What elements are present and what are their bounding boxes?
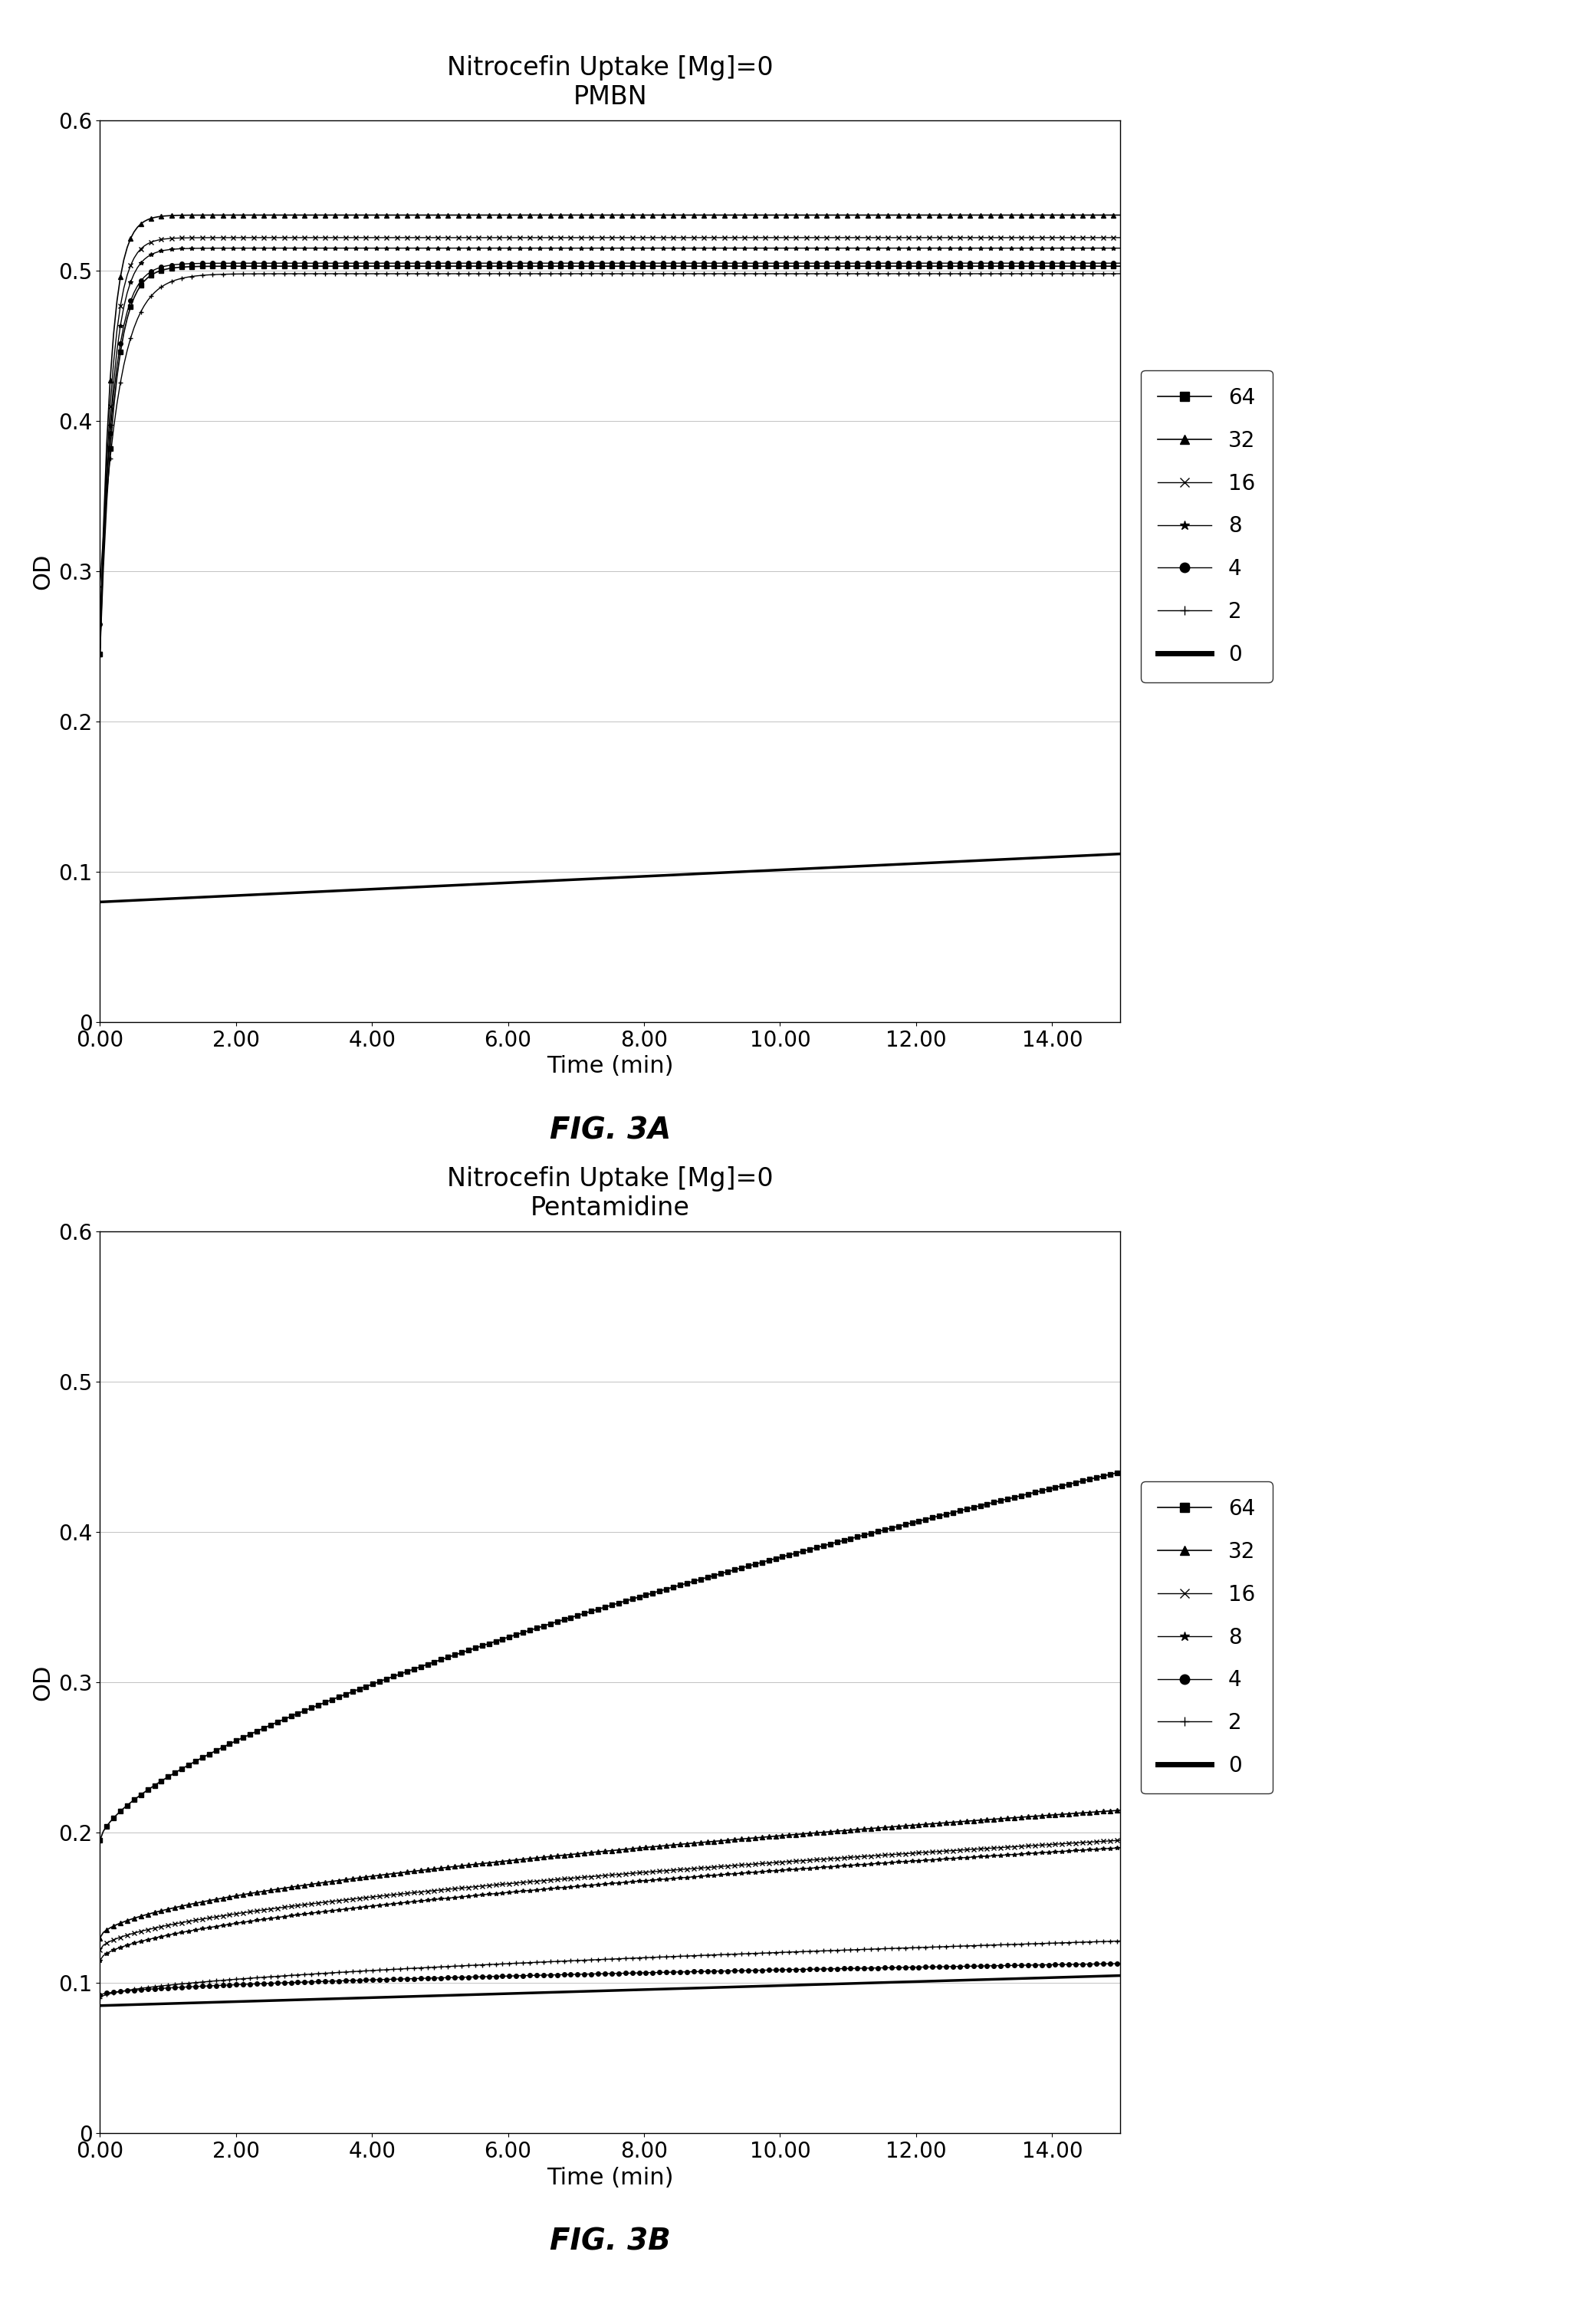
Text: FIG. 3B: FIG. 3B	[549, 2226, 671, 2257]
X-axis label: Time (min): Time (min)	[546, 2166, 674, 2189]
X-axis label: Time (min): Time (min)	[546, 1055, 674, 1078]
Title: Nitrocefin Uptake [Mg]=0
PMBN: Nitrocefin Uptake [Mg]=0 PMBN	[447, 56, 773, 109]
Y-axis label: OD: OD	[31, 1664, 54, 1701]
Legend: 64, 32, 16, 8, 4, 2, 0: 64, 32, 16, 8, 4, 2, 0	[1141, 370, 1272, 683]
Legend: 64, 32, 16, 8, 4, 2, 0: 64, 32, 16, 8, 4, 2, 0	[1141, 1480, 1272, 1794]
Y-axis label: OD: OD	[31, 553, 54, 590]
Text: FIG. 3A: FIG. 3A	[549, 1116, 671, 1146]
Title: Nitrocefin Uptake [Mg]=0
Pentamidine: Nitrocefin Uptake [Mg]=0 Pentamidine	[447, 1167, 773, 1220]
